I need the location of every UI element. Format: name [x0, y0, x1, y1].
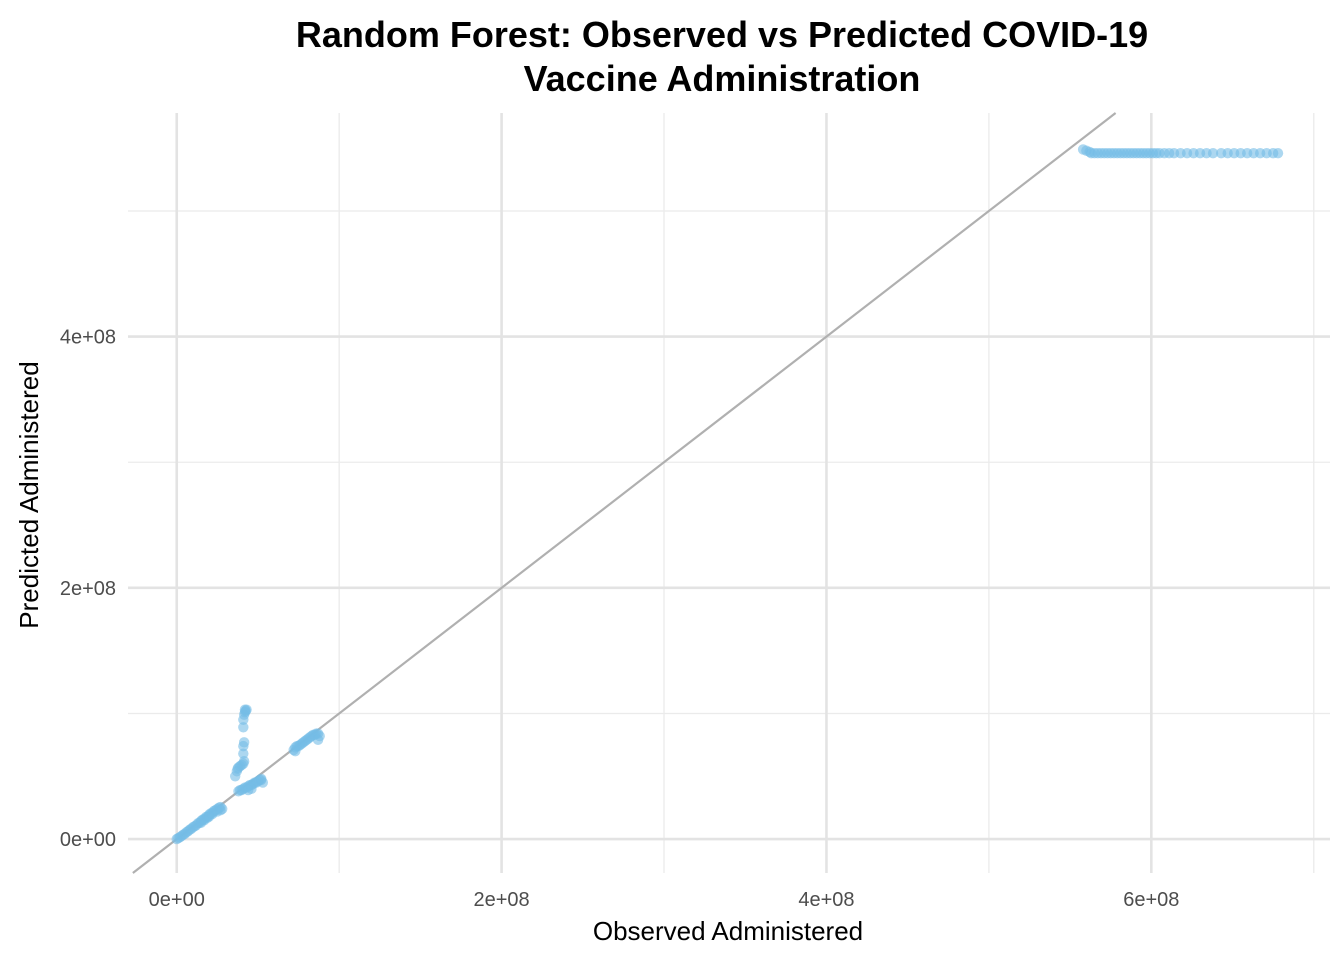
y-tick-label: 2e+08 [60, 578, 116, 600]
data-point [290, 745, 301, 757]
data-point [243, 784, 254, 796]
y-axis-title: Predicted Administered [14, 361, 44, 628]
y-axis-tick-labels: 0e+00 2e+08 4e+08 [60, 327, 116, 851]
data-point [215, 804, 226, 816]
x-tick-label: 2e+08 [474, 889, 530, 911]
data-point [239, 704, 251, 715]
x-tick-label: 0e+00 [149, 889, 205, 911]
major-gridlines [128, 113, 1330, 873]
y-tick-label: 0e+00 [60, 829, 116, 851]
data-point [238, 755, 250, 767]
minor-gridlines [128, 113, 1330, 873]
x-tick-label: 6e+08 [1123, 889, 1179, 911]
x-tick-label: 4e+08 [798, 889, 854, 911]
data-point [1272, 147, 1284, 159]
x-axis-tick-labels: 0e+00 2e+08 4e+08 6e+08 [149, 889, 1180, 911]
data-point [1207, 147, 1219, 159]
data-point [238, 748, 249, 759]
data-point [255, 773, 267, 784]
chart-title-line-2: Vaccine Administration [524, 58, 921, 99]
y-tick-label: 4e+08 [60, 327, 116, 349]
data-point [312, 734, 324, 746]
data-point [238, 722, 249, 733]
data-point [238, 737, 250, 748]
data-points [171, 144, 1284, 845]
chart-title-line-1: Random Forest: Observed vs Predicted COV… [296, 14, 1148, 55]
x-axis-title: Observed Administered [593, 916, 863, 946]
